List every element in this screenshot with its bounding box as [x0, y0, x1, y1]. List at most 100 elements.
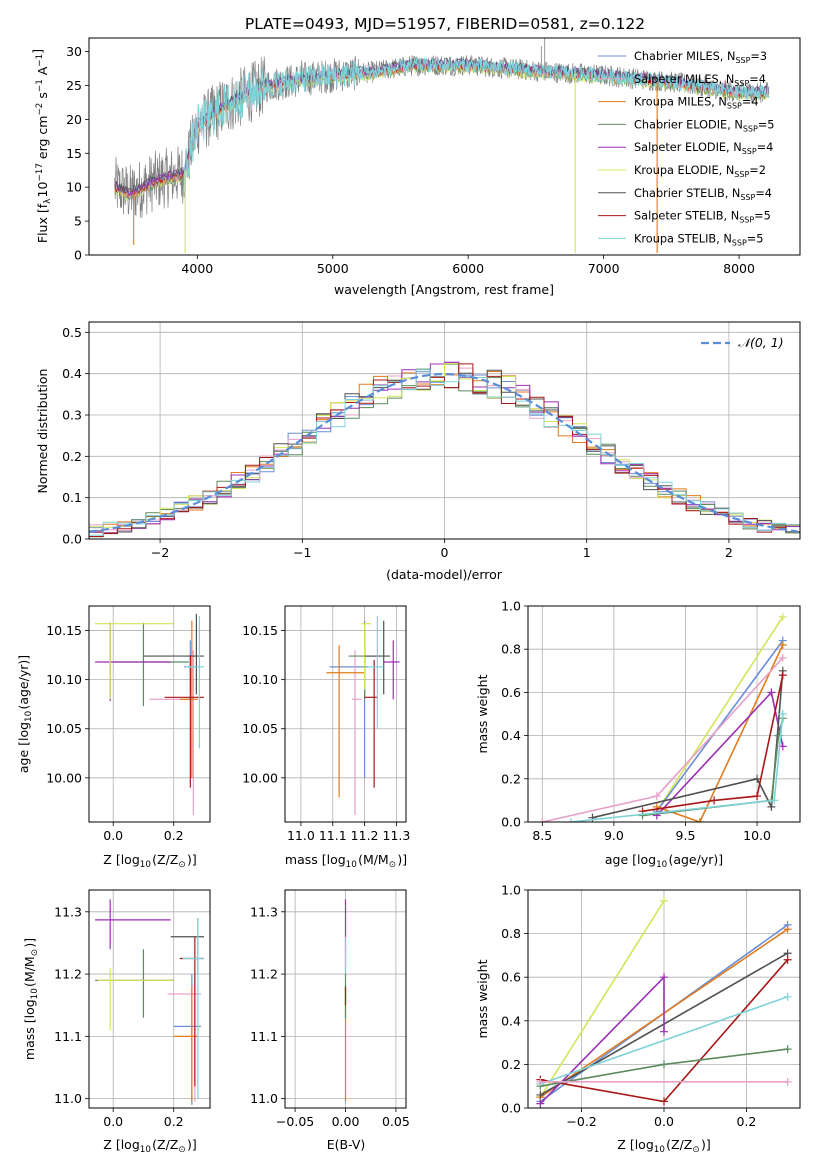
kroupa-stelib-line [183, 57, 770, 193]
y-tick-label: 10.10 [46, 672, 82, 687]
x-tick-label: 11.0 [287, 828, 315, 843]
x-tick-label: 9.5 [676, 828, 696, 843]
y-tick-label: 11.0 [250, 1091, 278, 1106]
y-axis-label: Flux [fλ 10−17 erg cm−2 s−1 A−1] [30, 49, 53, 243]
x-tick-label: 6000 [452, 261, 484, 276]
x-tick-label: 0.0 [654, 1114, 674, 1129]
legend-entry: Kroupa ELODIE, NSSP=2 [634, 164, 766, 179]
x-tick-label: 9.0 [604, 828, 624, 843]
x-axis-label: mass [log10 (M/M⊙ )] [285, 852, 407, 870]
y-tick-label: 10.00 [242, 770, 278, 785]
x-tick-label: 0.2 [164, 828, 184, 843]
x-tick-label: −2 [151, 545, 169, 560]
x-axis-label: wavelength [Angstrom, rest frame] [334, 282, 554, 297]
marker-plus [778, 653, 787, 662]
panel-mass-weight-vs-Z: −0.2 0.0 0.2 0.0 0.2 0.4 0.6 0.8 1.0 Z [log10 (Z/… [475, 883, 801, 1155]
marker-plus [536, 1090, 545, 1099]
legend-entry: 𝒩(0, 1) [738, 335, 784, 350]
y-axis-label: age [log10 (age/yr)] [16, 655, 34, 773]
marker-plus [660, 1097, 668, 1106]
y-tick-label: 0 [74, 248, 82, 263]
y-tick-label: 11.0 [54, 1091, 82, 1106]
y-axis-label: Normed distribution [35, 369, 50, 494]
x-tick-label: 8.5 [532, 828, 552, 843]
marker-plus [778, 671, 787, 680]
mass-weight-line [540, 996, 788, 1085]
marker-plus [536, 1077, 545, 1086]
y-tick-label: 0.3 [62, 408, 82, 423]
y-tick-label: 0.1 [62, 490, 82, 505]
marker-plus [660, 1060, 668, 1069]
panel-mass-weight-vs-age: 8.5 9.0 9.5 10.0 0.0 0.2 0.4 0.6 0.8 1.0 age [log1… [475, 599, 801, 870]
y-tick-label: 1.0 [501, 883, 521, 898]
y-tick-label: 0.4 [501, 1013, 521, 1028]
y-tick-label: 0.0 [501, 815, 521, 830]
marker-plus [770, 796, 779, 805]
legend-entry: Salpeter STELIB, NSSP=5 [634, 210, 771, 225]
y-tick-label: 0.6 [501, 685, 521, 700]
normal-curve [89, 373, 798, 533]
y-tick-label: 10.00 [46, 770, 82, 785]
legend-entry: Chabrier ELODIE, NSSP=5 [634, 118, 774, 133]
y-tick-label: 0.6 [501, 970, 521, 985]
x-tick-label: 11.3 [383, 828, 411, 843]
axes-frame [527, 889, 801, 1109]
y-tick-label: 1.0 [501, 599, 521, 614]
y-tick-label: 10.05 [46, 721, 82, 736]
y-tick-label: 30 [66, 44, 82, 59]
x-tick-label: 11.2 [351, 828, 379, 843]
y-tick-label: 0.0 [501, 1101, 521, 1116]
y-tick-label: 0.8 [501, 642, 521, 657]
x-axis-label: Z [log10 (Z/Z⊙ )] [617, 1137, 710, 1155]
legend-entry: Chabrier STELIB, NSSP=4 [634, 187, 772, 202]
marker-plus [778, 710, 787, 718]
y-tick-label: 10.05 [242, 721, 278, 736]
x-tick-label: 0 [441, 545, 449, 560]
legend-entry: Salpeter MILES, NSSP=4 [634, 73, 766, 88]
marker-plus [536, 1099, 545, 1108]
x-tick-label: −0.05 [276, 1114, 314, 1129]
panel-age-vs-Z: 0.0 0.2 10.00 10.05 10.10 10.15 Z [log10 (Z/Z⊙… [16, 605, 211, 870]
x-axis-label: age [log10 (age/yr)] [605, 852, 723, 870]
figure-title: PLATE=0493, MJD=51957, FIBERID=0581, z=0… [245, 15, 645, 33]
plot-area [95, 899, 204, 1105]
axes-frame [88, 37, 801, 256]
y-tick-label: 20 [66, 112, 82, 127]
marker-plus [660, 1027, 668, 1036]
marker-plus [660, 896, 668, 905]
x-tick-label: 0.0 [103, 828, 123, 843]
axes-frame [284, 605, 407, 823]
mass-weight-line [592, 670, 784, 819]
y-tick-label: 0.5 [62, 325, 82, 340]
marker-plus [783, 955, 792, 964]
residual-histogram [89, 363, 800, 537]
mass-weight-line [539, 975, 665, 1105]
axes-frame [88, 889, 211, 1109]
x-tick-label: 0.05 [382, 1114, 410, 1129]
marker-plus [778, 640, 787, 649]
legend-entry: Kroupa STELIB, NSSP=5 [634, 232, 763, 247]
y-tick-label: 25 [66, 78, 82, 93]
plot-area [326, 615, 400, 816]
y-tick-label: 11.1 [250, 1029, 278, 1044]
x-tick-label: 7000 [588, 261, 620, 276]
y-tick-label: 0.2 [501, 771, 521, 786]
x-tick-label: 0.0 [103, 1114, 123, 1129]
x-tick-label: 10.0 [743, 828, 771, 843]
x-tick-label: −0.2 [566, 1114, 596, 1129]
axes-frame [88, 605, 211, 823]
mass-weight-line [642, 674, 784, 812]
plot-area [114, 38, 770, 253]
y-tick-label: 5 [74, 214, 82, 229]
panel-residuals: −2 −1 0 1 2 0.0 0.1 0.2 0.3 0.4 0.5 (data-model)/er… [35, 321, 801, 582]
mass-weight-line [656, 690, 784, 817]
marker-plus [660, 973, 668, 982]
y-tick-label: 10.15 [242, 623, 278, 638]
mass-weight-line [539, 900, 665, 1098]
plot-area [538, 612, 787, 822]
panel-mass-vs-EBV: −0.05 0.00 0.05 11.0 11.1 11.2 11.3 E(B-V) [250, 889, 410, 1152]
legend-spectrum: Chabrier MILES, NSSP=3 Salpeter MILES, NS… [598, 50, 774, 247]
y-tick-label: 0.2 [501, 1057, 521, 1072]
panel-mass-vs-Z: 0.0 0.2 11.0 11.1 11.2 11.3 Z [log10 (Z/Z⊙ )] m… [22, 889, 211, 1155]
